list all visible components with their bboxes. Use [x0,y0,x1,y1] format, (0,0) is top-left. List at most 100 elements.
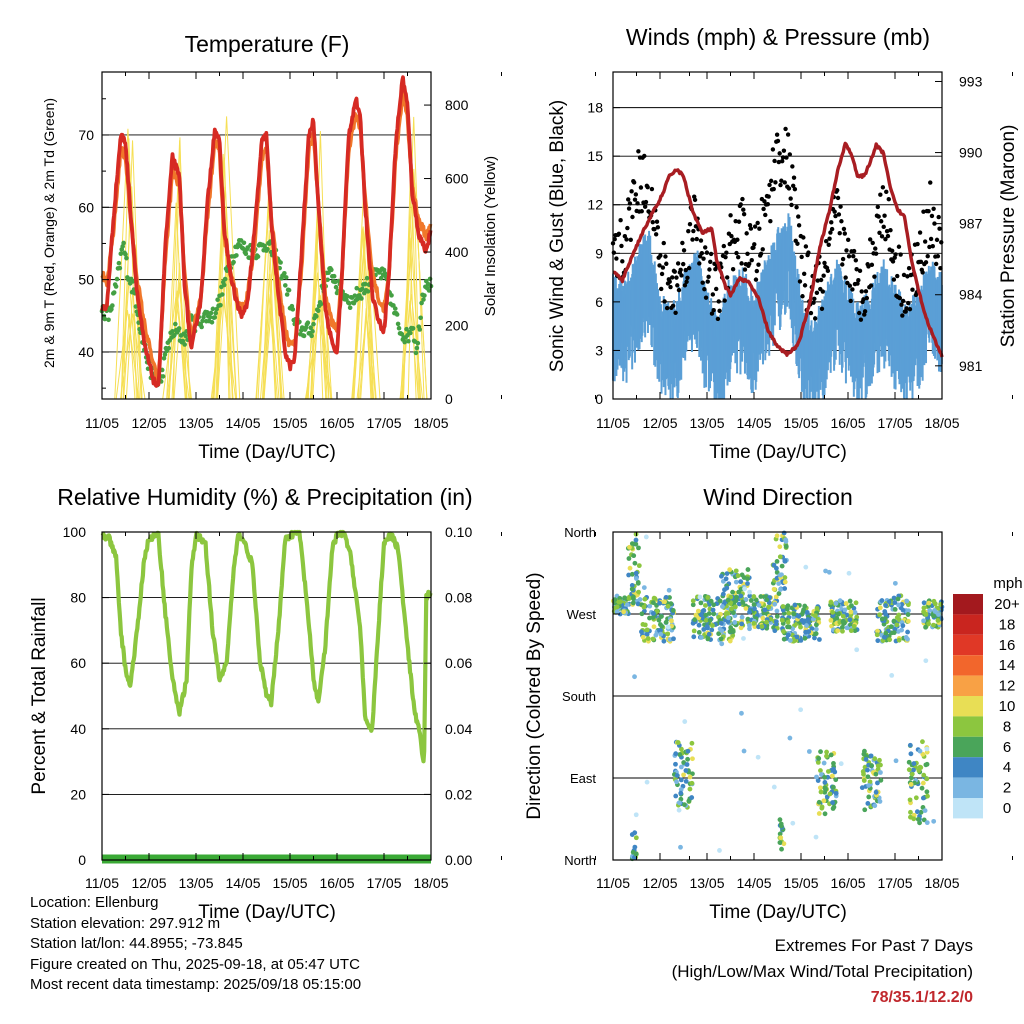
gust-point [691,228,696,234]
dewpoint-point [360,286,365,292]
gust-point [701,256,706,261]
direction-point [879,598,885,603]
gust-point [895,273,900,279]
direction-point [851,624,857,629]
direction-point [818,789,824,795]
direction-point [843,601,849,606]
direction-point [661,638,667,644]
x-tick-label: 12/05 [131,875,166,891]
gust-point [664,305,670,311]
dewpoint-point [162,352,168,357]
gust-point [733,218,738,224]
direction-point [921,817,927,823]
station-elevation: Station elevation: 297.912 m [30,914,221,932]
direction-point [691,634,697,640]
x-tick-label: 17/05 [877,415,912,431]
y2-tick-label: 987 [959,216,983,232]
legend-label: 2 [1003,780,1011,797]
gust-point [747,261,752,267]
legend-swatch [953,798,983,819]
gust-point [686,265,692,271]
direction-point [689,780,695,786]
direction-point [848,628,854,634]
dewpoint-point [414,345,420,351]
dewpoint-point [408,330,413,336]
gust-point [840,256,846,262]
dewpoint-point [262,243,267,249]
direction-point [792,602,798,608]
gust-point [654,219,660,224]
gust-point [622,233,628,239]
direction-point [710,623,715,628]
direction-point [787,638,793,643]
gust-point [777,151,782,156]
x-tick-label: 14/05 [736,415,771,431]
dewpoint-point [352,293,358,298]
direction-point [614,604,620,610]
y2-tick-label: 981 [959,358,983,374]
direction-point [905,602,911,608]
dewpoint-point [359,296,364,301]
wind-direction-title: Wind Direction [703,484,853,510]
dewpoint-point [382,271,388,276]
gust-point [822,260,827,266]
direction-point [683,778,689,784]
direction-point [911,761,917,766]
direction-point [774,569,780,575]
direction-point [719,573,724,579]
extremes-heading: Extremes For Past 7 Days [774,936,973,955]
y-tick-label: 6 [595,294,603,310]
dewpoint-point [311,321,316,327]
gust-point [638,185,644,190]
gust-point [889,248,895,254]
gust-point [692,197,698,203]
insolation-trace [173,320,186,400]
direction-point [883,603,889,608]
y2-tick-label: 0.00 [445,852,472,868]
direction-point [774,559,780,564]
direction-point [773,619,779,625]
y2-tick-label: 600 [445,171,469,187]
direction-point [875,780,880,786]
gust-point [812,316,818,321]
direction-point [738,625,744,631]
direction-point [643,534,649,540]
direction-point [782,586,788,591]
gust-point [925,253,930,259]
gust-point [649,186,655,192]
direction-point [893,758,899,764]
direction-point [819,772,824,777]
gust-point [787,152,793,157]
direction-point [931,613,937,619]
legend-label: 18 [999,616,1016,633]
direction-point [924,820,930,826]
gust-point [811,300,816,305]
direction-point [731,610,736,616]
gust-point [896,244,902,249]
gust-point [833,213,838,219]
direction-point [698,635,704,640]
gust-point [716,299,721,304]
gust-point [714,286,719,292]
gust-point [639,209,644,214]
direction-point [708,598,714,604]
direction-point [651,624,657,630]
direction-point [813,622,819,628]
direction-point [877,757,882,763]
direction-point [782,558,788,564]
direction-point [678,796,684,802]
direction-point [642,596,648,602]
gust-point [708,259,713,264]
extremes-box: Extremes For Past 7 Days (High/Low/Max W… [672,933,973,1011]
dewpoint-point [176,326,182,331]
dewpoint-point [418,315,423,321]
dewpoint-point [308,325,313,331]
direction-point [621,609,627,615]
dewpoint-point [301,333,307,339]
insolation-trace [215,157,234,400]
y-tick-label: 15 [587,148,603,164]
legend-label: 6 [1003,739,1011,756]
direction-point [777,554,783,560]
gust-point [829,220,834,225]
dewpoint-point [333,284,339,290]
